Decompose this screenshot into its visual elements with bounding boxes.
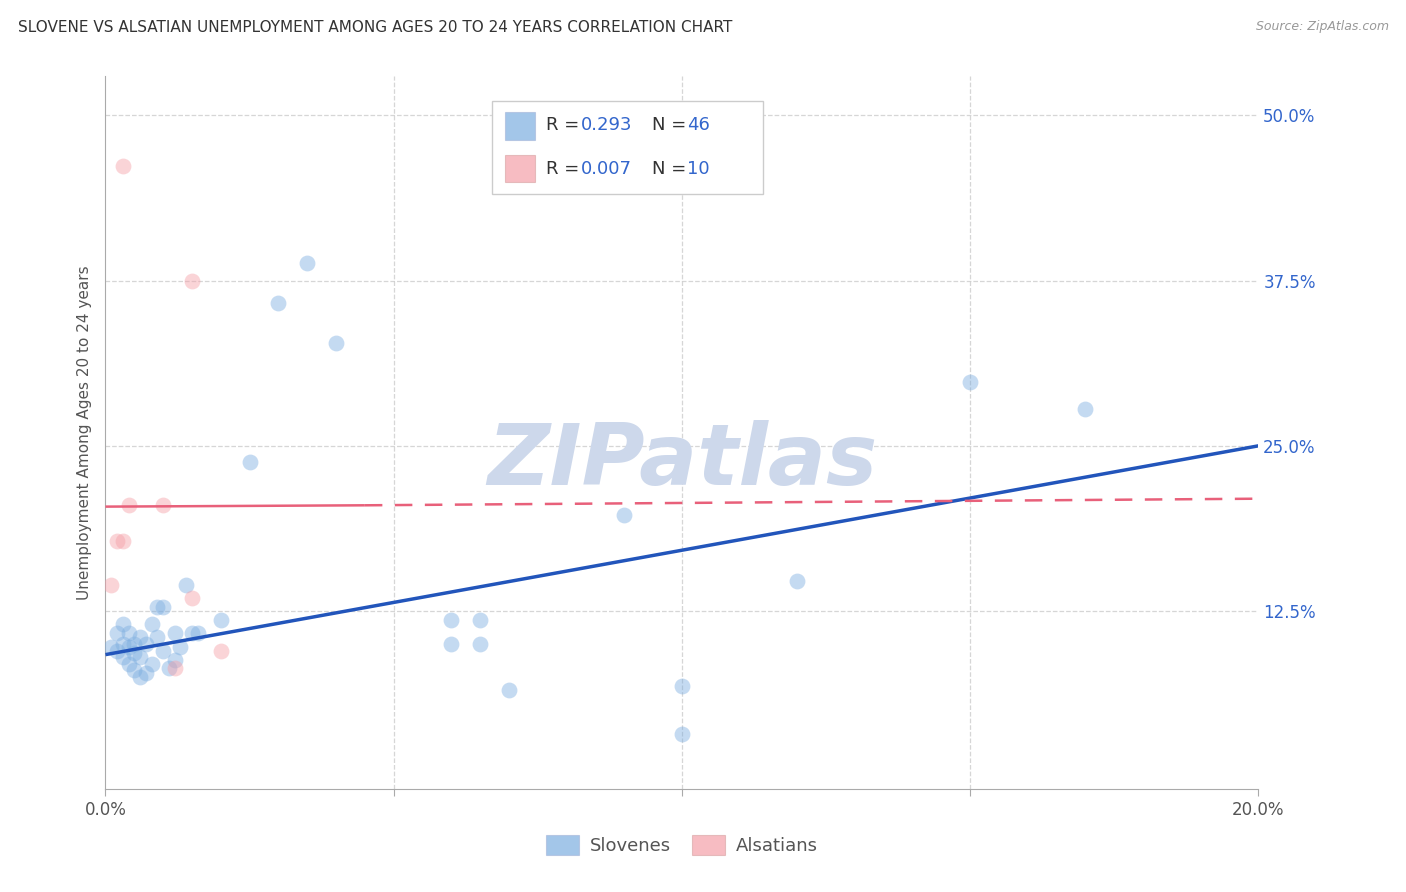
Point [498,683,520,698]
Point [124,664,146,678]
Point [117,498,139,512]
Point [163,653,186,667]
Point [111,617,134,632]
Point [117,657,139,671]
Text: Source: ZipAtlas.com: Source: ZipAtlas.com [1256,20,1389,33]
Point [209,613,232,627]
Point [613,508,636,522]
Point [146,631,169,645]
Point [129,670,152,684]
Point [187,626,209,640]
Point [105,533,128,548]
Point [152,643,174,657]
Point [135,666,157,681]
Point [671,727,693,741]
Legend: Slovenes, Alsatians: Slovenes, Alsatians [538,828,825,863]
Point [1074,401,1097,416]
Point [174,577,197,591]
Point [105,626,128,640]
Y-axis label: Unemployment Among Ages 20 to 24 years: Unemployment Among Ages 20 to 24 years [76,265,91,600]
Point [141,657,163,671]
Point [135,637,157,651]
Point [117,640,139,654]
Point [959,376,981,390]
Point [325,335,347,350]
Point [100,577,122,591]
Point [470,637,492,651]
Point [105,643,128,657]
Point [180,626,204,640]
Point [111,159,134,173]
Point [111,533,134,548]
Point [239,455,262,469]
Point [129,631,152,645]
Point [141,617,163,632]
Point [169,640,191,654]
Point [129,650,152,665]
Point [297,256,319,270]
Point [470,613,492,627]
Point [152,600,174,615]
Text: ZIPatlas: ZIPatlas [486,419,877,503]
Point [124,646,146,660]
Point [267,296,290,310]
Point [163,626,186,640]
Point [209,643,232,657]
Point [180,591,204,605]
Point [152,498,174,512]
Point [180,274,204,288]
Point [163,661,186,675]
Point [111,650,134,665]
Point [671,679,693,693]
Point [157,661,180,675]
Point [100,640,122,654]
Point [117,626,139,640]
Point [111,637,134,651]
Point [124,637,146,651]
Point [440,613,463,627]
Point [786,574,808,588]
Text: SLOVENE VS ALSATIAN UNEMPLOYMENT AMONG AGES 20 TO 24 YEARS CORRELATION CHART: SLOVENE VS ALSATIAN UNEMPLOYMENT AMONG A… [18,20,733,35]
Point [440,637,463,651]
Point [146,600,169,615]
